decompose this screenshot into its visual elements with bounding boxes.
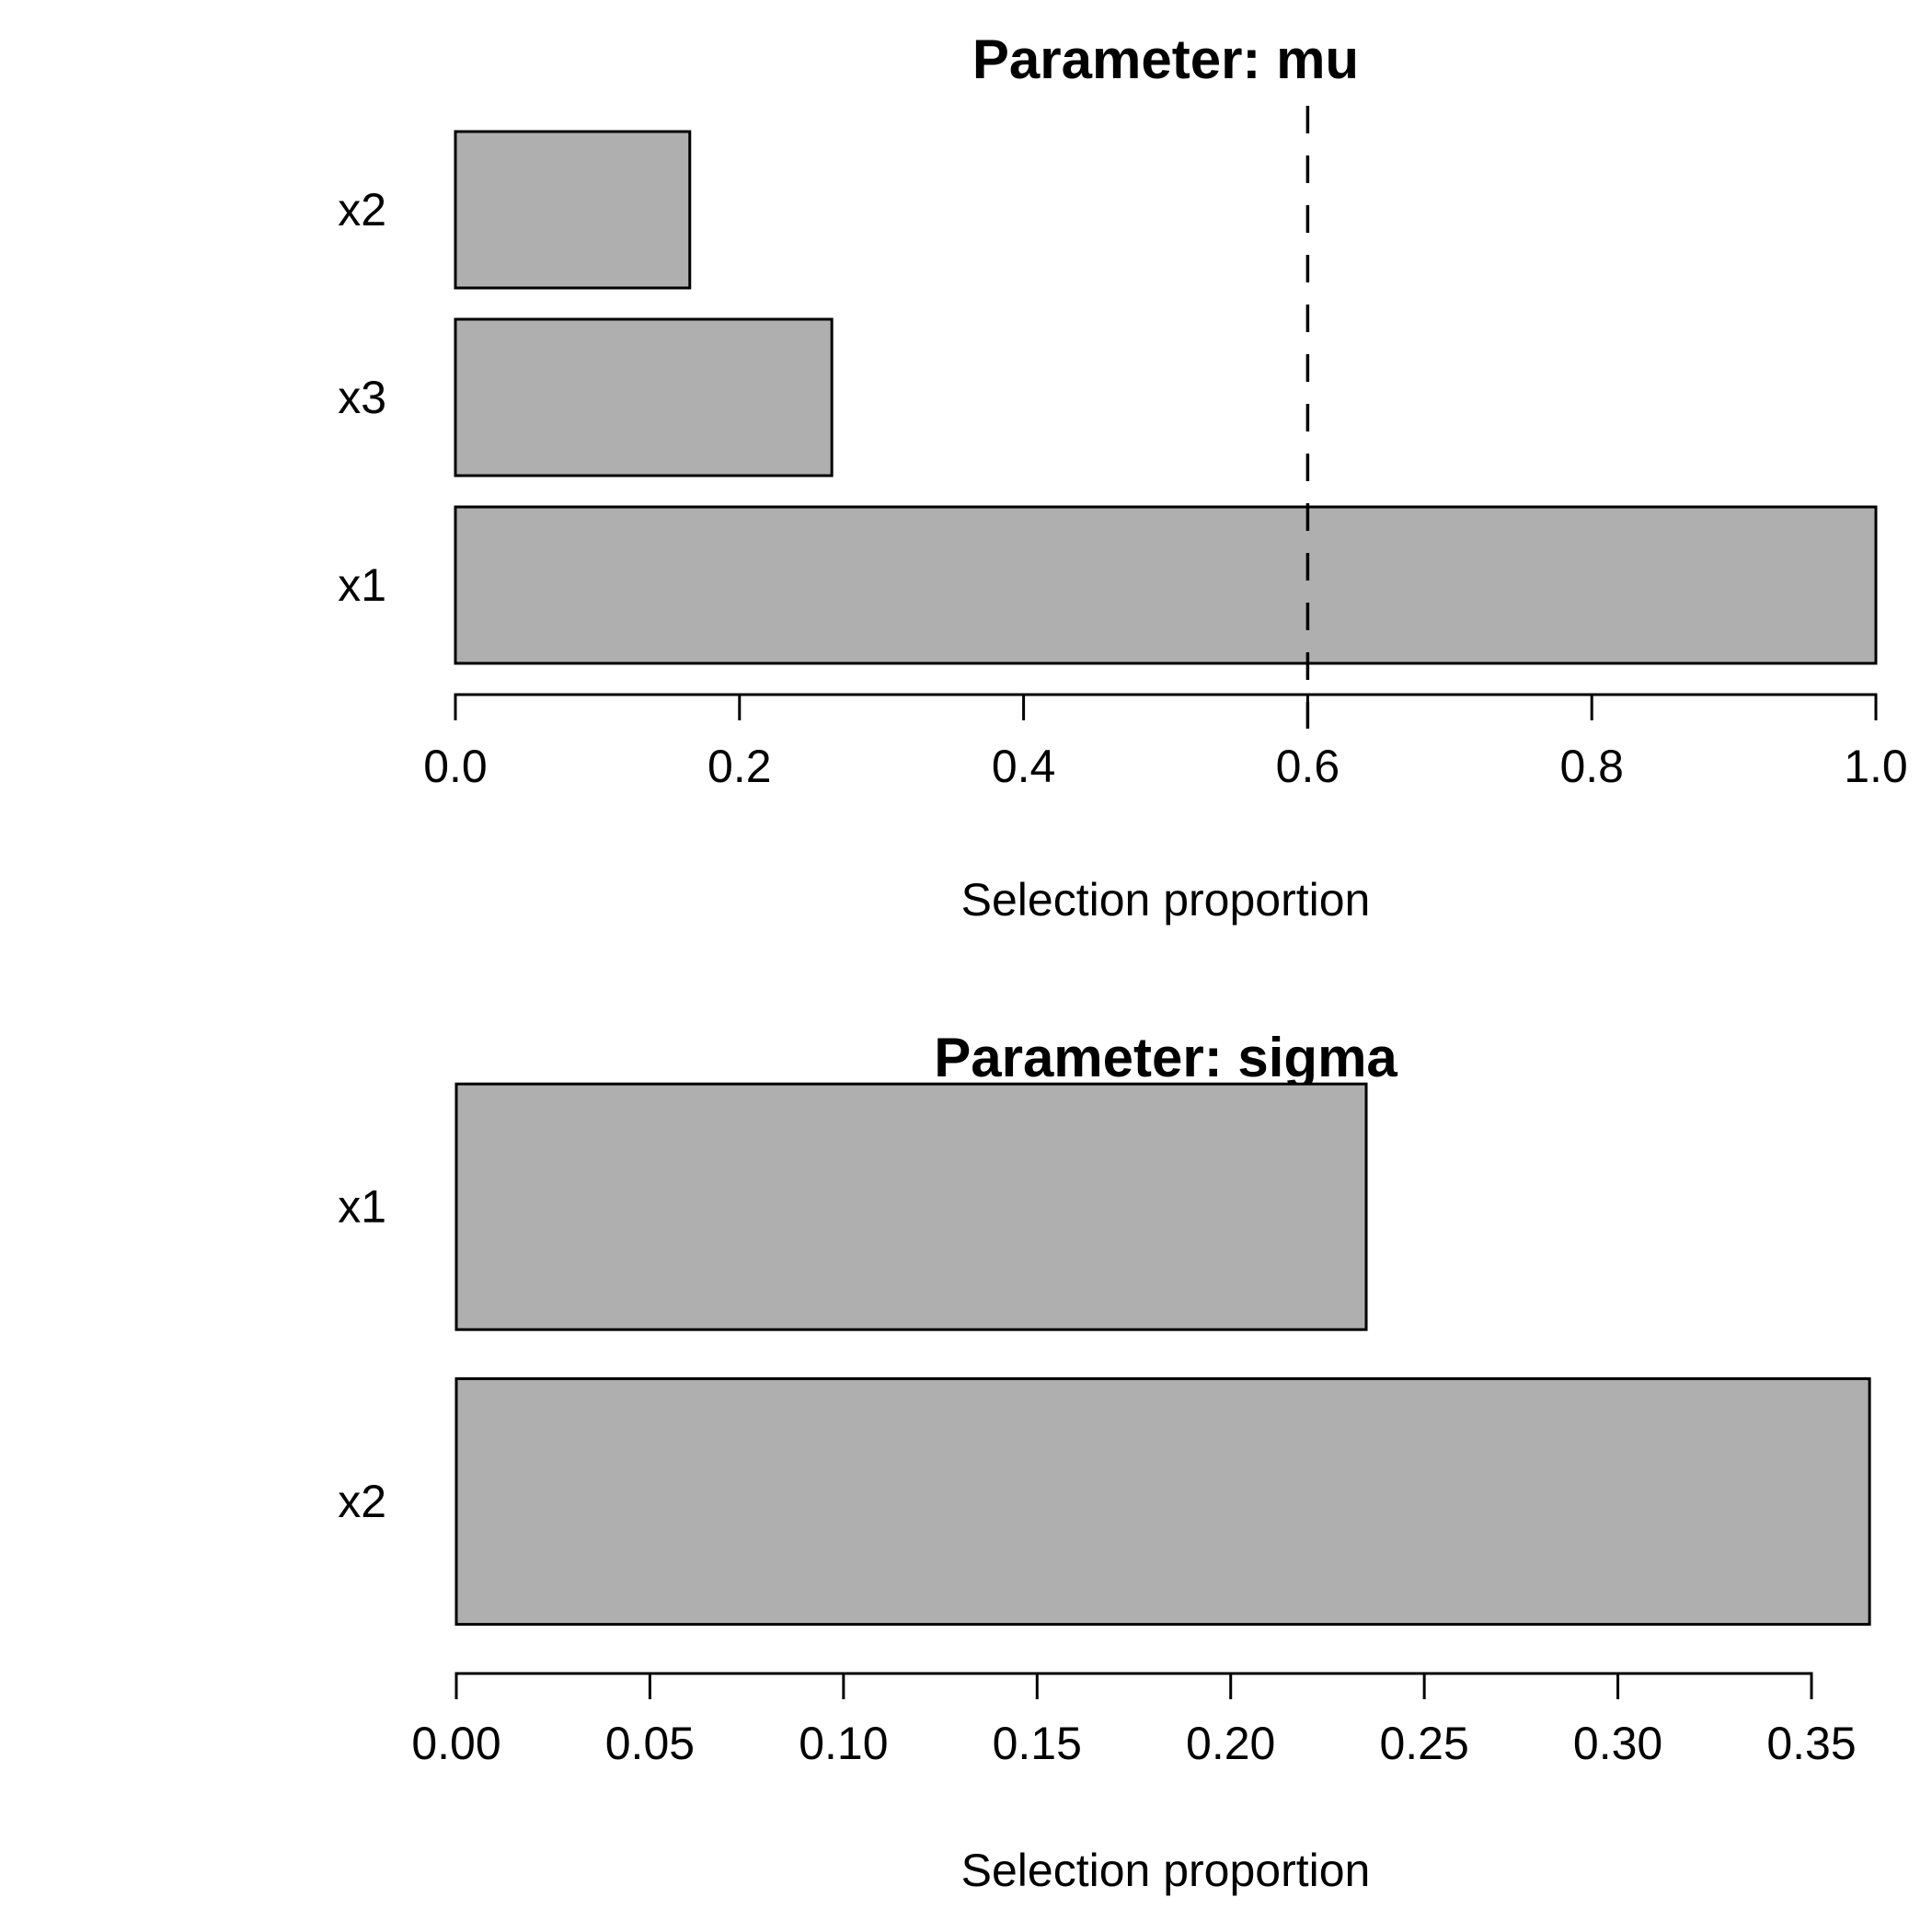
x-tick-label: 0.00	[411, 1718, 500, 1769]
x-tick-label: 0.20	[1186, 1718, 1275, 1769]
x-tick-label: 0.30	[1573, 1718, 1662, 1769]
x-tick-label: 0.2	[707, 741, 772, 792]
chart-sigma-plot: x2 x1 0.00 0.05 0.10 0.15 0.20 0.25 0.30 0.35	[338, 1082, 1871, 1769]
x-tick-label: 0.4	[992, 741, 1056, 792]
x-tick-label: 0.15	[993, 1718, 1082, 1769]
bar-x2	[454, 130, 692, 290]
panel-mu: Parameter: mu x1 x3 x2 0.0 0.2 0.4 0.6 0.8 1.0 S…	[338, 29, 1908, 926]
x-tick-label: 0.6	[1276, 741, 1340, 792]
bar-x2	[454, 1377, 1871, 1627]
x-tick-label: 0.05	[605, 1718, 695, 1769]
x-tick-label: 1.0	[1844, 741, 1908, 792]
category-label-x2: x2	[338, 1476, 386, 1527]
x-axis-label-mu: Selection proportion	[961, 874, 1371, 926]
x-axis-label-sigma: Selection proportion	[961, 1845, 1371, 1896]
category-label-x2: x2	[338, 184, 386, 236]
chart-title-mu: Parameter: mu	[972, 29, 1359, 90]
x-tick-label: 0.10	[799, 1718, 888, 1769]
x-tick-label: 0.0	[423, 741, 488, 792]
bar-x3	[454, 317, 834, 477]
x-tick-label: 0.35	[1766, 1718, 1856, 1769]
chart-sigma-svg: Parameter: sigma x2 x1 0.00 0.05 0.10 0.15 0.2…	[338, 1027, 1871, 1896]
category-label-x1: x1	[338, 1181, 386, 1233]
chart-mu-plot: x1 x3 x2 0.0 0.2 0.4 0.6 0.8 1.0	[338, 106, 1908, 792]
x-tick-label: 0.25	[1379, 1718, 1468, 1769]
chart-mu-svg: Parameter: mu x1 x3 x2 0.0 0.2 0.4 0.6 0.8 1.0 S…	[338, 29, 1908, 926]
panel-sigma: Parameter: sigma x2 x1 0.00 0.05 0.10 0.15 0.2…	[0, 966, 1932, 1932]
bar-x1	[454, 505, 1878, 665]
category-label-x3: x3	[338, 372, 386, 423]
chart-title-sigma: Parameter: sigma	[934, 1027, 1397, 1088]
x-tick-label: 0.8	[1559, 741, 1624, 792]
category-label-x1: x1	[338, 559, 386, 611]
bar-x1	[454, 1082, 1368, 1331]
